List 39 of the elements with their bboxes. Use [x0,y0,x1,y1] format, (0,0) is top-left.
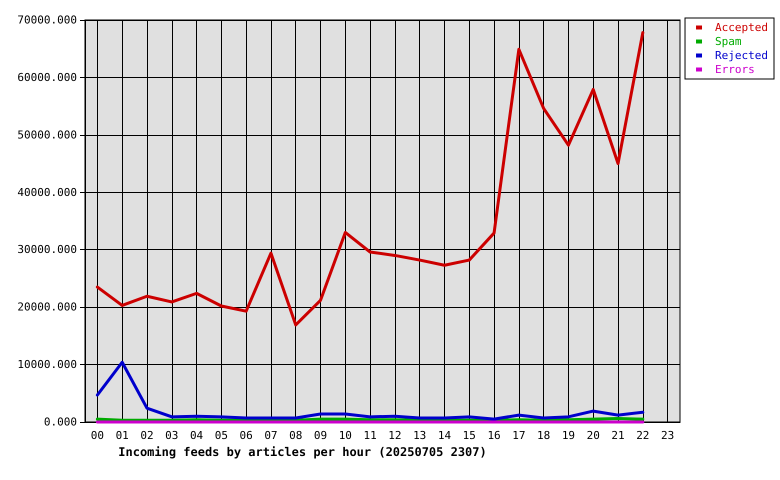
x-tick-label: 06 [240,429,253,442]
line-series [96,360,644,421]
x-tick-label: 15 [462,429,476,442]
x-tick-label: 09 [314,429,328,442]
x-tick-label: 17 [512,429,526,442]
x-tick-label: 12 [388,429,402,442]
x-tick-label: 03 [165,429,178,442]
x-tick-label: 05 [214,429,228,442]
x-axis-title: Incoming feeds by articles per hour (20250705 2307) [118,445,487,459]
y-tick-label: 70000.000 [17,14,77,26]
x-tick-label: 04 [190,429,204,442]
legend-label: Rejected [715,49,768,62]
line-series [96,31,644,326]
x-tick-label: 01 [116,429,129,442]
y-tick-label: 40000.000 [17,186,77,199]
x-tick-label: 16 [487,429,501,442]
x-tick-label: 13 [413,429,426,442]
legend-label: Errors [715,63,755,76]
x-tick-label: 07 [264,429,278,442]
x-tick-label: 14 [438,429,452,442]
y-tick-label: 60000.000 [17,70,77,84]
x-tick-label: 10 [338,429,352,442]
x-tick-label: 23 [660,429,674,442]
x-tick-label: 02 [140,429,154,442]
x-tick-label: 21 [611,429,625,442]
legend-label: Accepted [715,21,768,34]
y-tick-label: 0.000 [44,416,77,428]
y-tick-label: 50000.000 [17,128,77,142]
x-tick-label: 18 [537,429,550,442]
x-tick-label: 19 [562,429,576,442]
legend-label: Spam [715,35,742,48]
x-tick-label: 22 [636,429,650,442]
y-tick-label: 30000.000 [17,243,77,256]
x-tick-label: 11 [363,429,377,442]
y-tick-label: 10000.000 [17,358,77,372]
x-tick-label: 00 [90,429,104,442]
x-tick-label: 20 [586,429,600,442]
y-tick-label: 20000.000 [17,300,77,314]
x-tick-label: 08 [289,429,302,442]
